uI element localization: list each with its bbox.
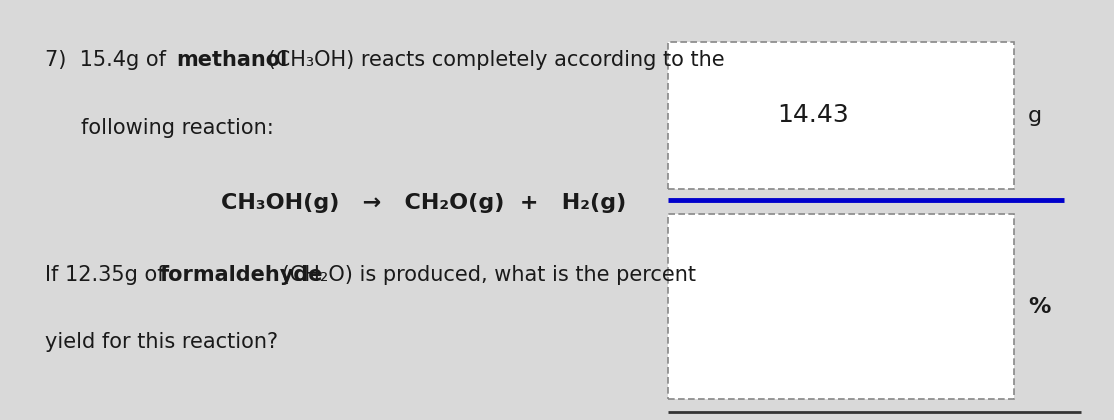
Text: 7)  15.4g of: 7) 15.4g of (45, 50, 173, 71)
Text: %: % (1028, 297, 1051, 317)
Text: If 12.35g of: If 12.35g of (45, 265, 170, 285)
Text: following reaction:: following reaction: (81, 118, 274, 138)
Text: yield for this reaction?: yield for this reaction? (45, 332, 277, 352)
Bar (668, 214, 1014, 399)
Text: g: g (1028, 105, 1043, 126)
Bar (668, 42, 1014, 189)
Text: (CH₃OH) reacts completely according to the: (CH₃OH) reacts completely according to t… (261, 50, 724, 71)
Text: (CH₂O) is produced, what is the percent: (CH₂O) is produced, what is the percent (275, 265, 696, 285)
Text: CH₃OH(g)   →   CH₂O(g)  +   H₂(g): CH₃OH(g) → CH₂O(g) + H₂(g) (221, 193, 626, 213)
Text: 14.43: 14.43 (778, 103, 849, 128)
Text: formaldehyde: formaldehyde (159, 265, 323, 285)
Text: methanol: methanol (176, 50, 287, 71)
